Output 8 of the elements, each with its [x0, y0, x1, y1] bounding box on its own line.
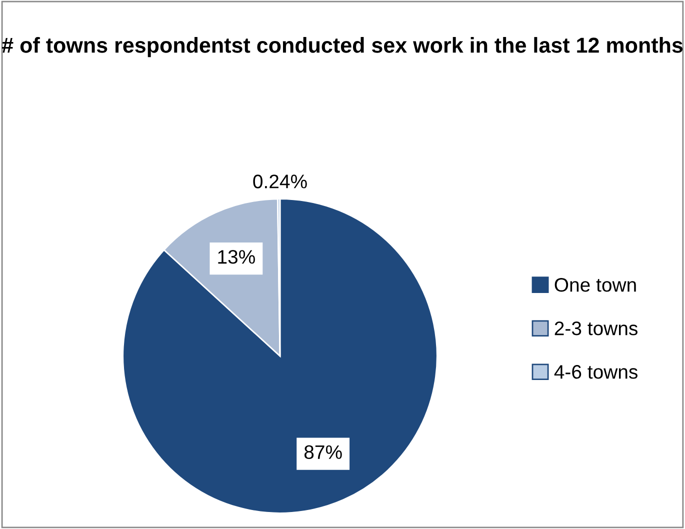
data-label: 87% [304, 445, 342, 460]
data-label: 0.24% [253, 174, 307, 188]
chart-title: # of towns respondentst conducted sex work in the last 12 months [2, 37, 683, 58]
pie-slice [122, 198, 438, 514]
data-label: 13% [218, 250, 255, 264]
legend-label: 4-6 towns [554, 365, 638, 379]
legend-label: 2-3 towns [554, 322, 638, 336]
legend-label: One town [554, 278, 636, 292]
